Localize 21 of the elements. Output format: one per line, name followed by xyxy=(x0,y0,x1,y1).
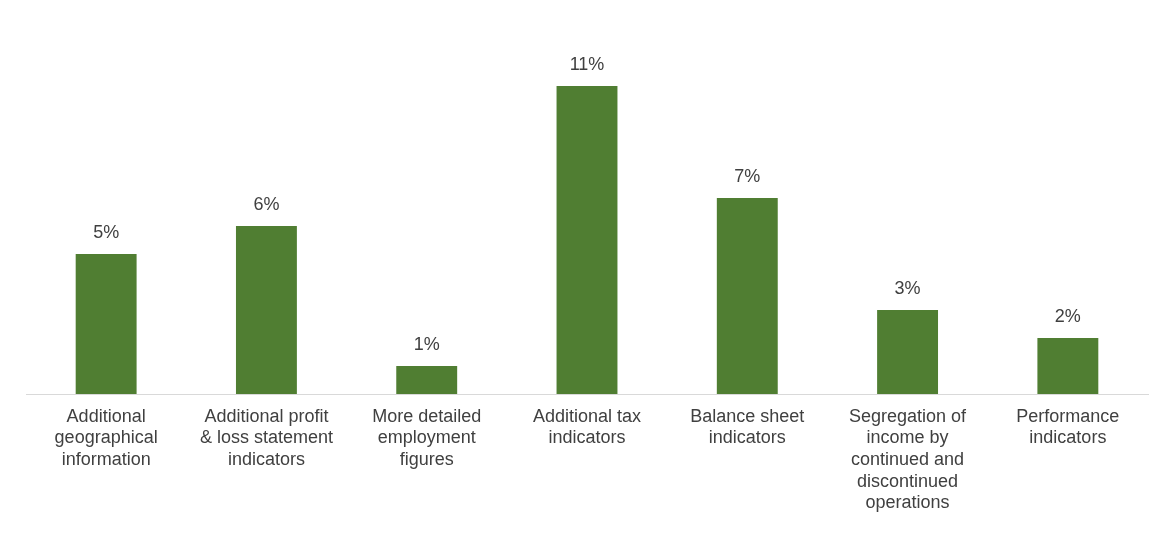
bar xyxy=(75,254,137,394)
x-tick-label: Additional geographical information xyxy=(54,405,158,469)
x-tick-label: Additional tax indicators xyxy=(532,405,642,448)
x-tick-label: Balance sheet indicators xyxy=(690,405,805,448)
data-label: 7% xyxy=(734,165,761,186)
data-label: 1% xyxy=(413,333,440,354)
bar xyxy=(716,198,778,394)
data-label: 11% xyxy=(569,53,605,74)
x-tick-label: Segregation of income by continued and discontinued operations xyxy=(849,405,968,513)
bar xyxy=(235,226,297,394)
data-label: 3% xyxy=(894,277,921,298)
bar xyxy=(1037,338,1099,394)
bar xyxy=(396,366,458,394)
bar xyxy=(877,310,939,394)
x-tick-label: Performance indicators xyxy=(1016,405,1120,448)
data-label: 2% xyxy=(1054,305,1081,326)
data-label: 6% xyxy=(253,193,280,214)
x-tick-label: Additional profit & loss statement indicators xyxy=(199,405,333,469)
bar xyxy=(556,86,618,394)
data-label: 5% xyxy=(93,221,120,242)
x-tick-label: More detailed employment figures xyxy=(372,405,482,469)
